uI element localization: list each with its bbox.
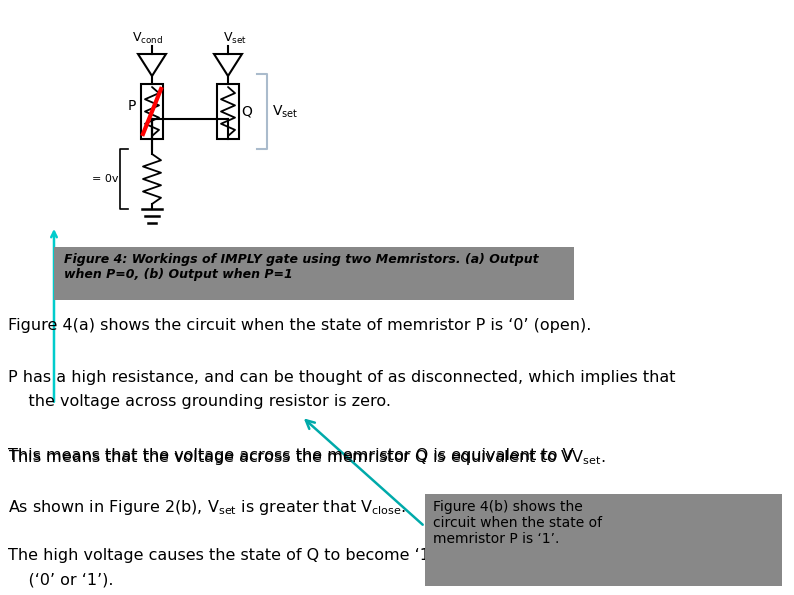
Text: = 0v: = 0v	[91, 174, 118, 184]
Text: This means that the voltage across the memristor Q is equivalent to V: This means that the voltage across the m…	[8, 449, 573, 464]
Text: This means that the voltage across the memristor Q is equivalent to VV$_{\mathre: This means that the voltage across the m…	[8, 449, 606, 468]
Text: P has a high resistance, and can be thought of as disconnected, which implies th: P has a high resistance, and can be thou…	[8, 371, 676, 386]
FancyBboxPatch shape	[54, 247, 574, 300]
Text: Figure 4(b) shows the
circuit when the state of
memristor P is ‘1’.: Figure 4(b) shows the circuit when the s…	[433, 500, 602, 546]
Text: V$_{\mathregular{set}}$: V$_{\mathregular{set}}$	[272, 104, 299, 120]
FancyBboxPatch shape	[425, 494, 782, 586]
Text: (‘0’ or ‘1’).: (‘0’ or ‘1’).	[8, 572, 114, 587]
Text: V$_{\mathregular{cond}}$: V$_{\mathregular{cond}}$	[132, 31, 164, 46]
Text: The high voltage causes the state of Q to become ‘1’ regardless of Q’s original : The high voltage causes the state of Q t…	[8, 549, 687, 563]
Text: As shown in Figure 2(b), V$_{\mathregular{set}}$ is greater that V$_{\mathregula: As shown in Figure 2(b), V$_{\mathregula…	[8, 499, 407, 518]
Bar	[141, 84, 163, 139]
Text: the voltage across grounding resistor is zero.: the voltage across grounding resistor is…	[8, 394, 391, 409]
Text: Figure 4(a) shows the circuit when the state of memristor P is ‘0’ (open).: Figure 4(a) shows the circuit when the s…	[8, 318, 592, 333]
Text: P: P	[128, 99, 136, 114]
Text: Q: Q	[241, 105, 252, 118]
Bar	[217, 84, 239, 139]
Text: V$_{\mathregular{set}}$: V$_{\mathregular{set}}$	[223, 31, 247, 46]
Text: Figure 4: Workings of IMPLY gate using two Memristors. (a) Output
when P=0, (b) : Figure 4: Workings of IMPLY gate using t…	[64, 253, 538, 281]
